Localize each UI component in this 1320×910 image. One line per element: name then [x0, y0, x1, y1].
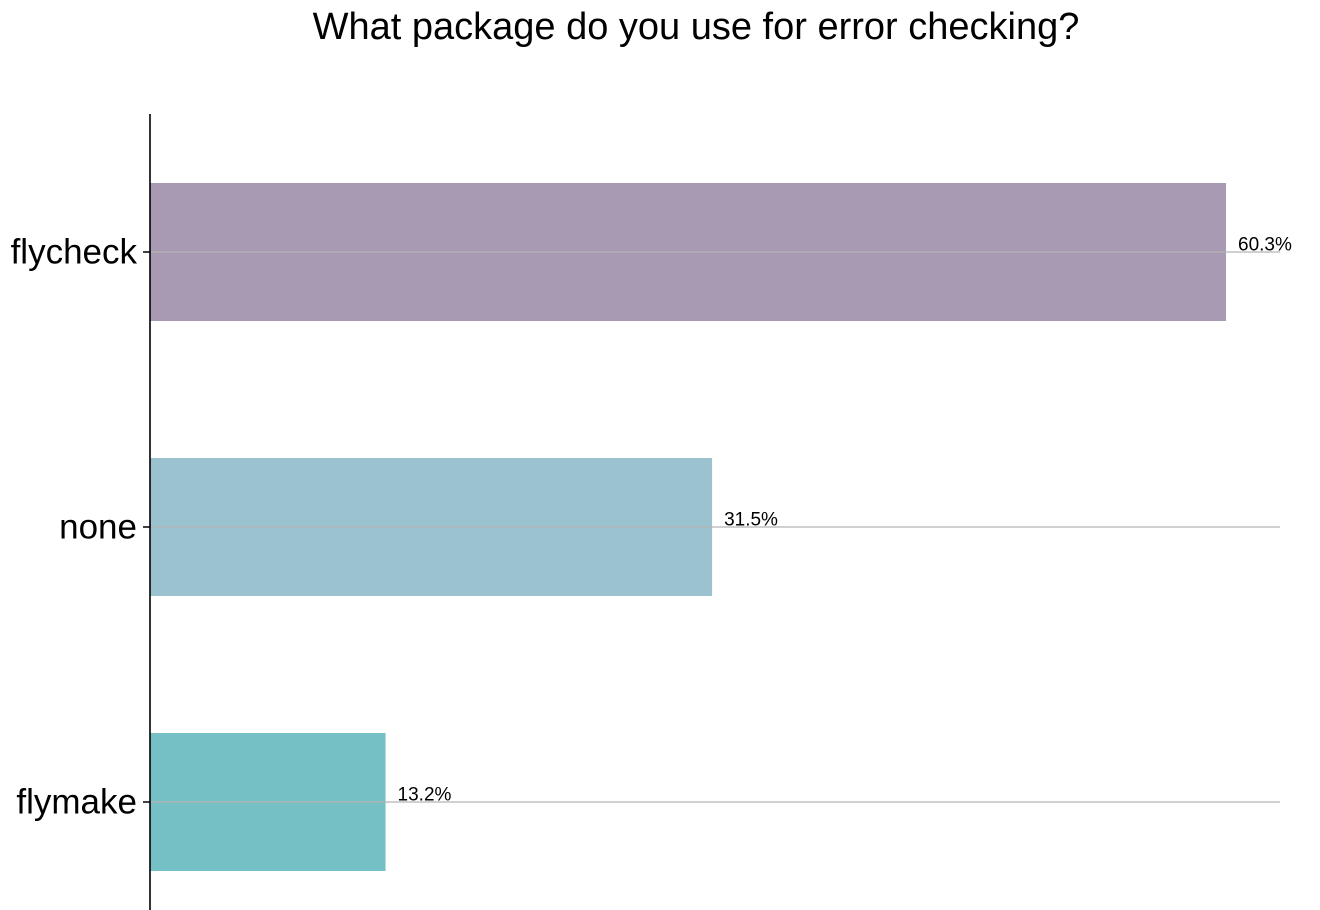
tick-label-flycheck: flycheck	[11, 233, 138, 272]
data-label-none: 31.5%	[724, 510, 778, 531]
data-label-flymake: 13.2%	[398, 785, 452, 806]
grid-lines	[150, 251, 1280, 803]
labels: flycheck 60.3% none 31.5% flymake 13.2%	[11, 233, 1292, 822]
data-label-flycheck: 60.3%	[1238, 235, 1292, 256]
tick-label-none: none	[59, 508, 137, 547]
tick-label-flymake: flymake	[16, 783, 137, 822]
y-axis	[143, 114, 151, 910]
chart-title: What package do you use for error checki…	[312, 6, 1080, 48]
